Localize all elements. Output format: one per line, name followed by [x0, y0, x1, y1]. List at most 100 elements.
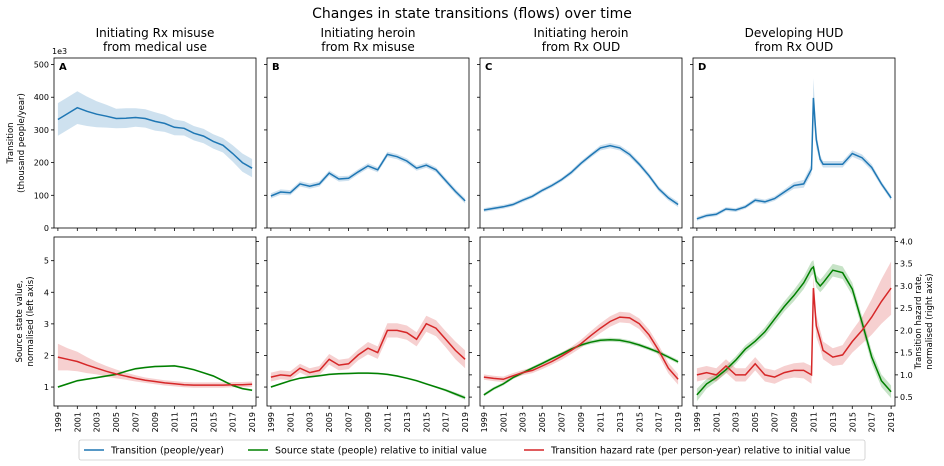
hazard-rate-line: [696, 287, 892, 378]
bottom-left-ylabel: Source state value,: [15, 280, 25, 362]
xtick-label: 1999: [267, 412, 276, 432]
bottom-left-ytick-label: 2: [44, 351, 49, 360]
xtick-label: 2015: [209, 412, 218, 432]
bottom-right-ytick-label: 1.0: [900, 371, 913, 380]
panel-letter: C: [485, 62, 492, 73]
top-ytick-label: 100: [34, 191, 49, 200]
transition-band: [270, 151, 466, 204]
xtick-label: 2015: [848, 412, 857, 432]
xtick-label: 1999: [693, 412, 702, 432]
transition-band: [483, 143, 679, 212]
xtick-label: 2011: [170, 412, 179, 432]
transition-band: [57, 91, 253, 178]
xtick-label: 2005: [325, 412, 334, 432]
bottom-left-ytick-label: 4: [44, 288, 49, 297]
top-axis-multiplier: 1e3: [52, 47, 67, 56]
bottom-left-ytick-label: 5: [44, 257, 49, 266]
hazard-rate-band: [57, 343, 253, 388]
hazard-rate-band: [483, 311, 679, 385]
transition-line: [270, 153, 466, 202]
xtick-label: 2005: [751, 412, 760, 432]
xtick-label: 2003: [306, 412, 315, 432]
bottom-right-ylabel: normalised (right axis): [925, 273, 935, 369]
xtick-label: 2007: [558, 412, 567, 432]
panel-title-line: from Rx OUD: [542, 40, 620, 54]
xtick-label: 2011: [596, 412, 605, 432]
xtick-label: 1999: [54, 412, 63, 432]
source-state-line: [57, 365, 253, 391]
xtick-label: 2001: [712, 412, 721, 432]
xtick-label: 2013: [403, 412, 412, 432]
legend: Transition (people/year) Source state (pe…: [78, 439, 866, 461]
xtick-label: 2007: [132, 412, 141, 432]
top-ylabel: Transition: [6, 122, 16, 164]
bottom-right-ytick-label: 2.0: [900, 326, 913, 335]
panel-title-line: from medical use: [103, 40, 207, 54]
hazard-rate-line: [57, 356, 253, 386]
top-axes-frame: [692, 57, 896, 229]
top-ytick-label: 400: [34, 93, 49, 102]
bottom-right-ytick-label: 3.5: [900, 260, 913, 269]
panel-title-line: Initiating heroin: [321, 26, 416, 40]
panel-title-line: Developing HUD: [745, 26, 844, 40]
xtick-label: 2007: [771, 412, 780, 432]
xtick-label: 2013: [829, 412, 838, 432]
hazard-rate-line: [483, 316, 679, 381]
bottom-right-ytick-label: 2.5: [900, 304, 913, 313]
xtick-label: 2007: [345, 412, 354, 432]
bottom-right-ytick-label: 4.0: [900, 237, 913, 246]
bottom-right-ytick-label: 3.0: [900, 282, 913, 291]
xtick-label: 2003: [519, 412, 528, 432]
panel-letter: D: [698, 62, 706, 73]
transition-line: [483, 144, 679, 211]
xtick-label: 2017: [442, 412, 451, 432]
bottom-left-ytick-label: 3: [44, 320, 49, 329]
xtick-label: 2003: [93, 412, 102, 432]
xtick-label: 2013: [190, 412, 199, 432]
bottom-left-ylabel: normalised (left axis): [26, 276, 36, 366]
xtick-label: 2015: [422, 412, 431, 432]
top-ylabel: (thousand people/year): [17, 93, 27, 193]
xtick-label: 2009: [364, 412, 373, 432]
source-state-line: [483, 338, 679, 396]
legend-label: Transition hazard rate (per person-year)…: [550, 446, 851, 457]
bottom-axes-frame: [266, 236, 470, 407]
xtick-label: 2019: [674, 412, 683, 432]
panel-title-line: from Rx misuse: [321, 40, 415, 54]
xtick-label: 2011: [383, 412, 392, 432]
transition-band: [696, 78, 892, 221]
xtick-label: 2001: [286, 412, 295, 432]
bottom-left-ytick-label: 1: [44, 383, 49, 392]
top-ytick-label: 300: [34, 126, 49, 135]
legend-box: [78, 439, 866, 461]
xtick-label: 2009: [790, 412, 799, 432]
xtick-label: 1999: [480, 412, 489, 432]
xtick-label: 2001: [499, 412, 508, 432]
panel-title-line: Initiating heroin: [534, 26, 629, 40]
xtick-label: 2013: [616, 412, 625, 432]
top-ytick-label: 500: [34, 61, 49, 70]
figure-title: Changes in state transitions (flows) ove…: [312, 6, 632, 22]
xtick-label: 2019: [248, 412, 257, 432]
top-axes-frame: [266, 57, 470, 229]
xtick-label: 2015: [635, 412, 644, 432]
hazard-rate-band: [696, 261, 892, 384]
panel-title-line: from Rx OUD: [755, 40, 833, 54]
xtick-label: 2009: [151, 412, 160, 432]
source-state-band: [270, 372, 466, 400]
panel-letter: B: [272, 62, 280, 73]
panel-title-line: Initiating Rx misuse: [96, 26, 215, 40]
transition-line: [696, 97, 892, 220]
top-ytick-label: 200: [34, 159, 49, 168]
xtick-label: 2001: [73, 412, 82, 432]
xtick-label: 2005: [538, 412, 547, 432]
top-ytick-label: 0: [44, 224, 49, 233]
xtick-label: 2005: [112, 412, 121, 432]
xtick-label: 2011: [809, 412, 818, 432]
transition-line: [57, 106, 253, 169]
